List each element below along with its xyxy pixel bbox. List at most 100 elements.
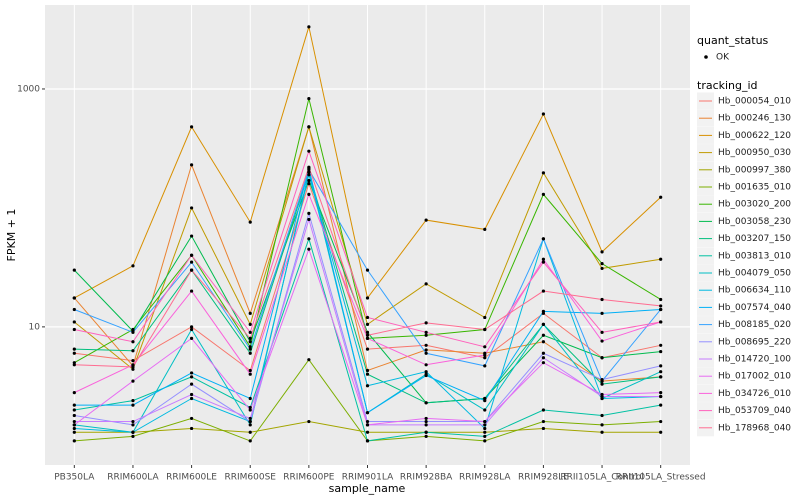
data-point: [424, 363, 428, 367]
data-point: [307, 170, 311, 174]
data-point: [72, 327, 76, 332]
x-tick-label: PB350LA: [54, 473, 95, 483]
data-point: [541, 322, 546, 326]
data-point: [600, 392, 604, 397]
legend-title: quant_status: [697, 34, 769, 47]
legend-label: Hb_053709_040: [718, 406, 791, 416]
data-point: [72, 403, 76, 407]
y-tick-label: 10: [29, 322, 41, 332]
data-point: [248, 416, 252, 421]
legend-label: Hb_003813_010: [718, 251, 791, 261]
x-tick-label: RRIM600LA: [107, 473, 159, 483]
data-point: [72, 363, 76, 367]
data-point: [483, 408, 487, 412]
data-point: [365, 439, 370, 443]
data-point: [248, 419, 252, 424]
data-point: [131, 419, 135, 424]
data-point: [600, 330, 604, 334]
data-point: [131, 399, 135, 403]
legend-label: Hb_008185_020: [718, 320, 791, 330]
data-point: [72, 391, 76, 395]
data-point: [541, 426, 546, 431]
x-tick-label: RRIM600LE: [166, 473, 217, 483]
data-point: [307, 165, 311, 169]
data-point: [131, 403, 135, 407]
data-point: [659, 370, 663, 374]
data-point: [541, 356, 546, 360]
data-point: [307, 173, 311, 177]
data-point: [424, 430, 428, 434]
data-point: [365, 368, 370, 373]
data-point: [659, 320, 663, 324]
legend-label: Hb_000950_030: [718, 148, 791, 158]
data-point: [541, 237, 546, 241]
data-point: [307, 217, 311, 222]
data-point: [189, 206, 194, 210]
data-point: [541, 260, 546, 264]
data-point: [365, 423, 370, 427]
data-point: [541, 361, 546, 365]
data-point: [248, 351, 252, 355]
data-point: [365, 296, 370, 300]
data-point: [365, 268, 370, 272]
data-point: [541, 192, 546, 196]
x-tick-label: RRIM600SE: [224, 473, 276, 483]
data-point: [307, 182, 311, 186]
data-point: [72, 320, 76, 324]
data-point: [659, 307, 663, 312]
data-point: [659, 195, 663, 199]
legend-label: Hb_003020_200: [718, 200, 791, 210]
data-point: [72, 351, 76, 355]
data-point: [248, 336, 252, 341]
legend-label: Hb_000246_130: [718, 114, 791, 124]
legend-label: Hb_178968_040: [718, 423, 791, 433]
data-point: [248, 345, 252, 349]
data-point: [659, 375, 663, 379]
data-point: [248, 340, 252, 344]
x-tick-label: RRIM928BA: [400, 473, 453, 483]
data-point: [307, 149, 311, 153]
data-point: [541, 257, 546, 261]
data-point: [541, 419, 546, 424]
legend-label: Hb_014720_100: [718, 355, 791, 365]
data-point: [248, 322, 252, 326]
data-point: [659, 394, 663, 399]
data-point: [659, 430, 663, 434]
data-point: [189, 382, 194, 386]
data-point: [248, 311, 252, 315]
data-point: [72, 307, 76, 312]
data-point: [365, 384, 370, 388]
data-point: [365, 322, 370, 326]
data-point: [131, 330, 135, 334]
data-point: [365, 336, 370, 341]
data-point: [72, 296, 76, 300]
data-point: [424, 333, 428, 337]
data-point: [307, 358, 311, 362]
data-point: [189, 125, 194, 129]
data-point: [307, 247, 311, 251]
data-point: [659, 349, 663, 354]
legend-label: Hb_034726_010: [718, 389, 791, 399]
legend-label: Hb_000054_010: [718, 97, 791, 107]
data-point: [424, 416, 428, 421]
data-point: [248, 396, 252, 401]
legend-point: [704, 55, 708, 59]
data-point: [424, 419, 428, 424]
data-point: [600, 297, 604, 302]
legend-label: Hb_000622_120: [718, 131, 791, 141]
data-point: [541, 351, 546, 355]
data-point: [189, 253, 194, 257]
legend-label: Hb_008695_220: [718, 337, 791, 347]
data-point: [424, 343, 428, 347]
data-point: [189, 336, 194, 341]
data-point: [307, 167, 311, 172]
data-point: [189, 289, 194, 293]
data-point: [307, 25, 311, 29]
data-point: [659, 304, 663, 308]
data-point: [483, 353, 487, 357]
data-point: [541, 333, 546, 337]
data-point: [659, 419, 663, 424]
data-point: [541, 408, 546, 412]
data-point: [600, 266, 604, 271]
